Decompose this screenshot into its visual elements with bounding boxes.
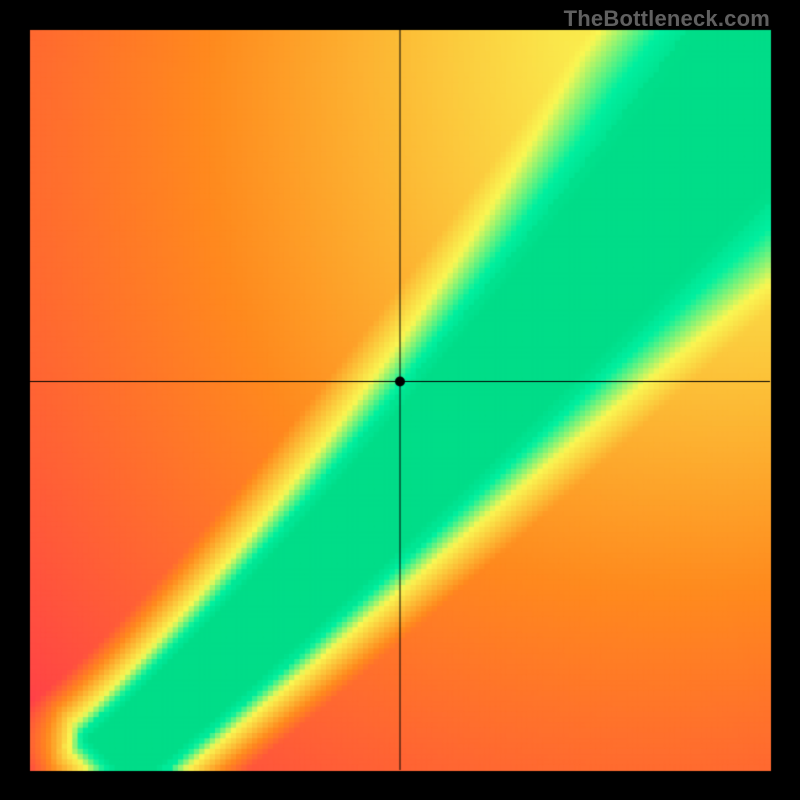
- chart-container: { "watermark": { "text": "TheBottleneck.…: [0, 0, 800, 800]
- bottleneck-heatmap-canvas: [0, 0, 800, 800]
- watermark-text: TheBottleneck.com: [564, 6, 770, 32]
